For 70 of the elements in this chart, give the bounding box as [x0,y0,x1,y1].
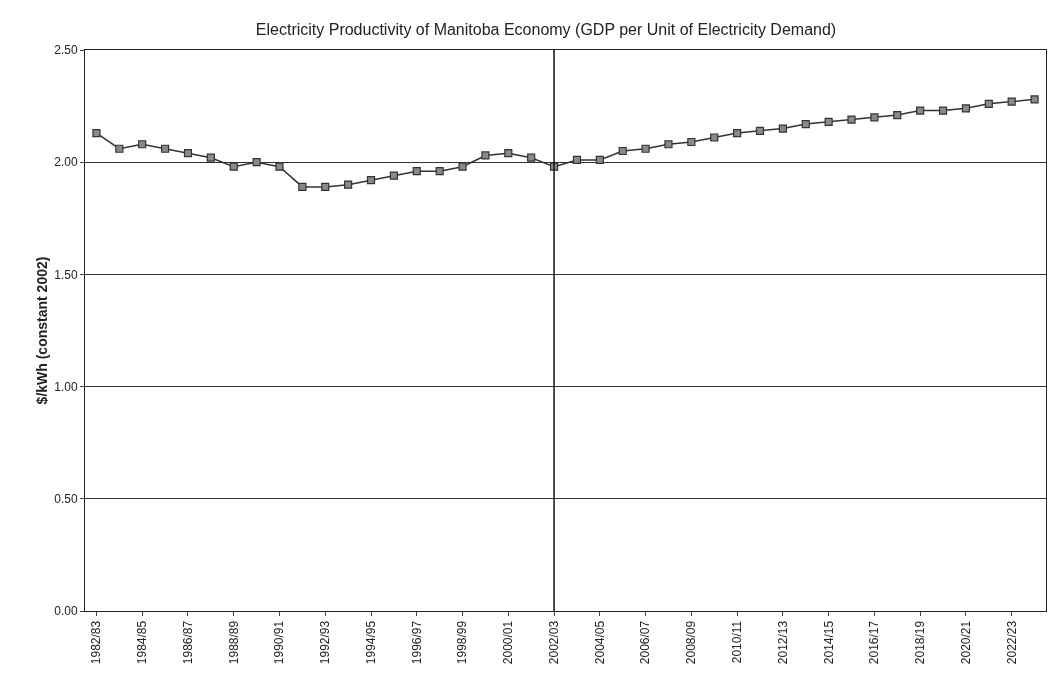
point [183,149,193,158]
point [1030,95,1039,104]
point [641,144,650,153]
point [733,128,742,138]
x-tick-label: 2000/01 [501,620,516,665]
point [92,128,101,138]
point [252,158,261,167]
point [801,119,810,129]
point [755,126,765,135]
x-tick-label: 1986/87 [180,620,195,665]
point [298,182,307,191]
x-tick-label: 1996/97 [409,620,424,665]
point [893,110,902,120]
point [458,162,467,171]
point [847,115,856,124]
x-tick-label: 2010/11 [730,620,745,664]
x-tick-label: 2012/13 [775,620,790,665]
x-tick-label: 1990/91 [272,620,287,665]
point [687,137,696,147]
x-tick-label: 1998/99 [455,620,470,665]
x-tick-label: 2008/09 [684,620,699,665]
x-tick-label: 2006/07 [638,620,653,665]
point [618,146,627,156]
point [412,167,421,176]
y-tick-label: 1.50 [54,267,78,282]
x-tick-label: 1982/83 [89,620,104,665]
point [115,144,124,153]
x-tick-label: 1984/85 [135,620,150,665]
y-tick-label: 0.50 [54,492,78,506]
x-tick-label: 2016/17 [867,620,882,665]
x-tick-label: 2020/21 [958,620,973,665]
point [984,99,993,108]
y-tick-label: 2.50 [54,43,78,58]
point [870,113,879,122]
point [1007,97,1016,106]
x-tick-label: 2022/23 [1004,620,1019,665]
point [229,162,238,171]
point [206,153,215,162]
x-tick-label: 2018/19 [913,620,928,665]
y-axis-title: $/kWh (constant 2002) [34,256,50,405]
point [938,106,948,115]
x-tick-label: 1994/95 [363,620,378,665]
point [710,133,719,142]
x-tick-label: 2014/15 [821,620,836,665]
x-tick-label: 2002/03 [546,620,561,665]
point [435,167,444,176]
point [595,155,604,165]
chart-title: Electricity Productivity of Manitoba Economy (GDP per Unit of Electricity Demand) [255,21,837,39]
point [160,144,170,153]
point [961,104,971,113]
point [138,140,147,149]
point [481,151,490,160]
x-tick-label: 2004/05 [592,620,607,665]
point [778,124,787,133]
y-tick-label: 0.00 [54,604,78,619]
x-tick-label: 1992/93 [318,620,333,665]
point [275,162,284,171]
point [344,180,353,189]
point [916,106,925,115]
point [824,117,833,126]
point [504,149,513,158]
point [527,153,536,162]
y-tick-label: 1.00 [54,379,78,394]
x-tick-label: 1988/89 [226,620,241,665]
y-tick-label: 2.00 [54,155,78,170]
point [389,171,398,180]
point [321,182,330,191]
point [572,155,582,165]
point [664,140,673,149]
point [366,176,376,185]
